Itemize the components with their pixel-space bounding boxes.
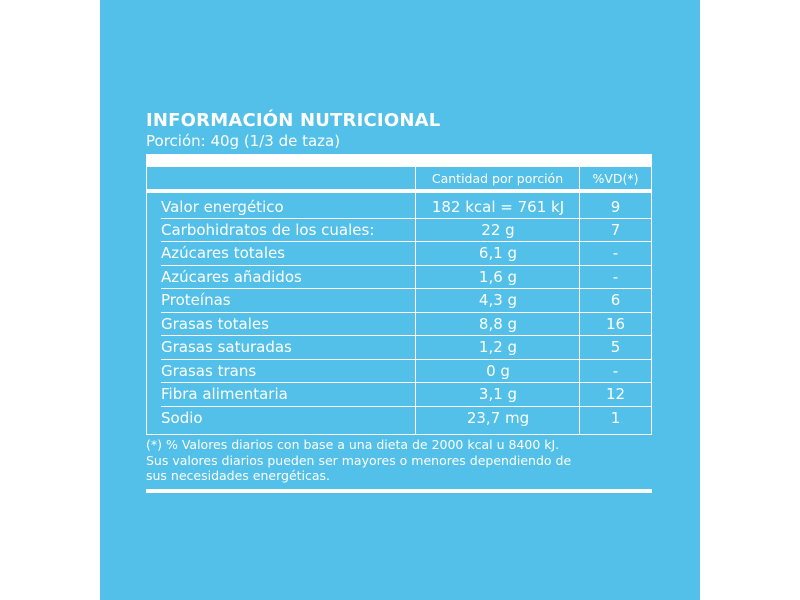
row-line <box>161 218 651 219</box>
nutrient-amount: 6,1 g <box>478 244 518 262</box>
nutrient-amount: 23,7 mg <box>466 409 530 427</box>
nutrient-amount: 8,8 g <box>478 315 518 333</box>
nutrient-name: Grasas totales <box>161 315 269 333</box>
header-amount: Cantidad por porción <box>431 171 564 186</box>
nutrient-dv: 7 <box>610 221 621 239</box>
footnote-line: sus necesidades energéticas. <box>146 468 331 483</box>
nutrient-amount: 1,6 g <box>478 268 518 286</box>
nutrient-name: Grasas saturadas <box>161 338 292 356</box>
nutrient-amount: 182 kcal = 761 kJ <box>431 198 565 216</box>
row-line <box>161 382 651 383</box>
header-border-right <box>651 167 652 189</box>
row-line <box>161 241 651 242</box>
nutrient-amount: 22 g <box>481 221 515 239</box>
table-header-bar <box>146 189 652 193</box>
body-divider-1 <box>415 193 416 435</box>
body-border-left-lower <box>146 241 147 435</box>
body-divider-2 <box>579 193 580 435</box>
nutrient-amount: 4,3 g <box>478 291 518 309</box>
row-line <box>161 406 651 407</box>
body-border-left <box>146 193 147 241</box>
nutrient-name: Sodio <box>161 409 203 427</box>
nutrient-name: Grasas trans <box>161 362 257 380</box>
table-bottom-line <box>146 434 652 435</box>
nutrient-name: Azúcares totales <box>161 244 286 262</box>
nutrient-dv: 16 <box>605 315 626 333</box>
nutrient-name: Valor energético <box>161 198 284 216</box>
nutrient-dv: 6 <box>610 291 621 309</box>
nutrient-amount: 3,1 g <box>478 385 518 403</box>
nutrient-name: Proteínas <box>161 291 231 309</box>
row-line <box>161 265 651 266</box>
nutrient-dv: 1 <box>610 409 621 427</box>
footnote-line: (*) % Valores diarios con base a una die… <box>146 437 560 452</box>
row-line <box>161 312 651 313</box>
row-line <box>161 335 651 336</box>
nutrient-dv: 9 <box>610 198 621 216</box>
table-top-bar <box>146 154 652 167</box>
nutrient-amount: 1,2 g <box>478 338 518 356</box>
body-border-right <box>651 193 652 435</box>
footnote-line: Sus valores diarios pueden ser mayores o… <box>146 452 572 468</box>
nutrient-dv: - <box>612 268 619 286</box>
header-divider-2 <box>579 167 580 189</box>
nutrient-name: Fibra alimentaria <box>161 385 288 403</box>
nutrient-dv: - <box>612 362 619 380</box>
row-line <box>161 359 651 360</box>
nutrient-dv: - <box>612 244 619 262</box>
serving-size: Porción: 40g (1/3 de taza) <box>146 132 341 150</box>
nutrition-title: INFORMACIÓN NUTRICIONAL <box>146 110 441 131</box>
header-border-left <box>146 167 147 189</box>
header-dv: %VD(*) <box>592 171 639 186</box>
nutrition-panel: INFORMACIÓN NUTRICIONAL Porción: 40g (1/… <box>100 0 700 600</box>
nutrient-amount: 0 g <box>486 362 510 380</box>
nutrient-name: Azúcares añadidos <box>161 268 302 286</box>
header-divider-1 <box>415 167 416 189</box>
footnote: (*) % Valores diarios con base a una die… <box>146 437 652 484</box>
nutrient-dv: 5 <box>610 338 621 356</box>
nutrient-dv: 12 <box>605 385 626 403</box>
table-bottom-bar <box>146 489 652 493</box>
row-line <box>161 288 651 289</box>
nutrient-name: Carbohidratos de los cuales: <box>161 221 375 239</box>
